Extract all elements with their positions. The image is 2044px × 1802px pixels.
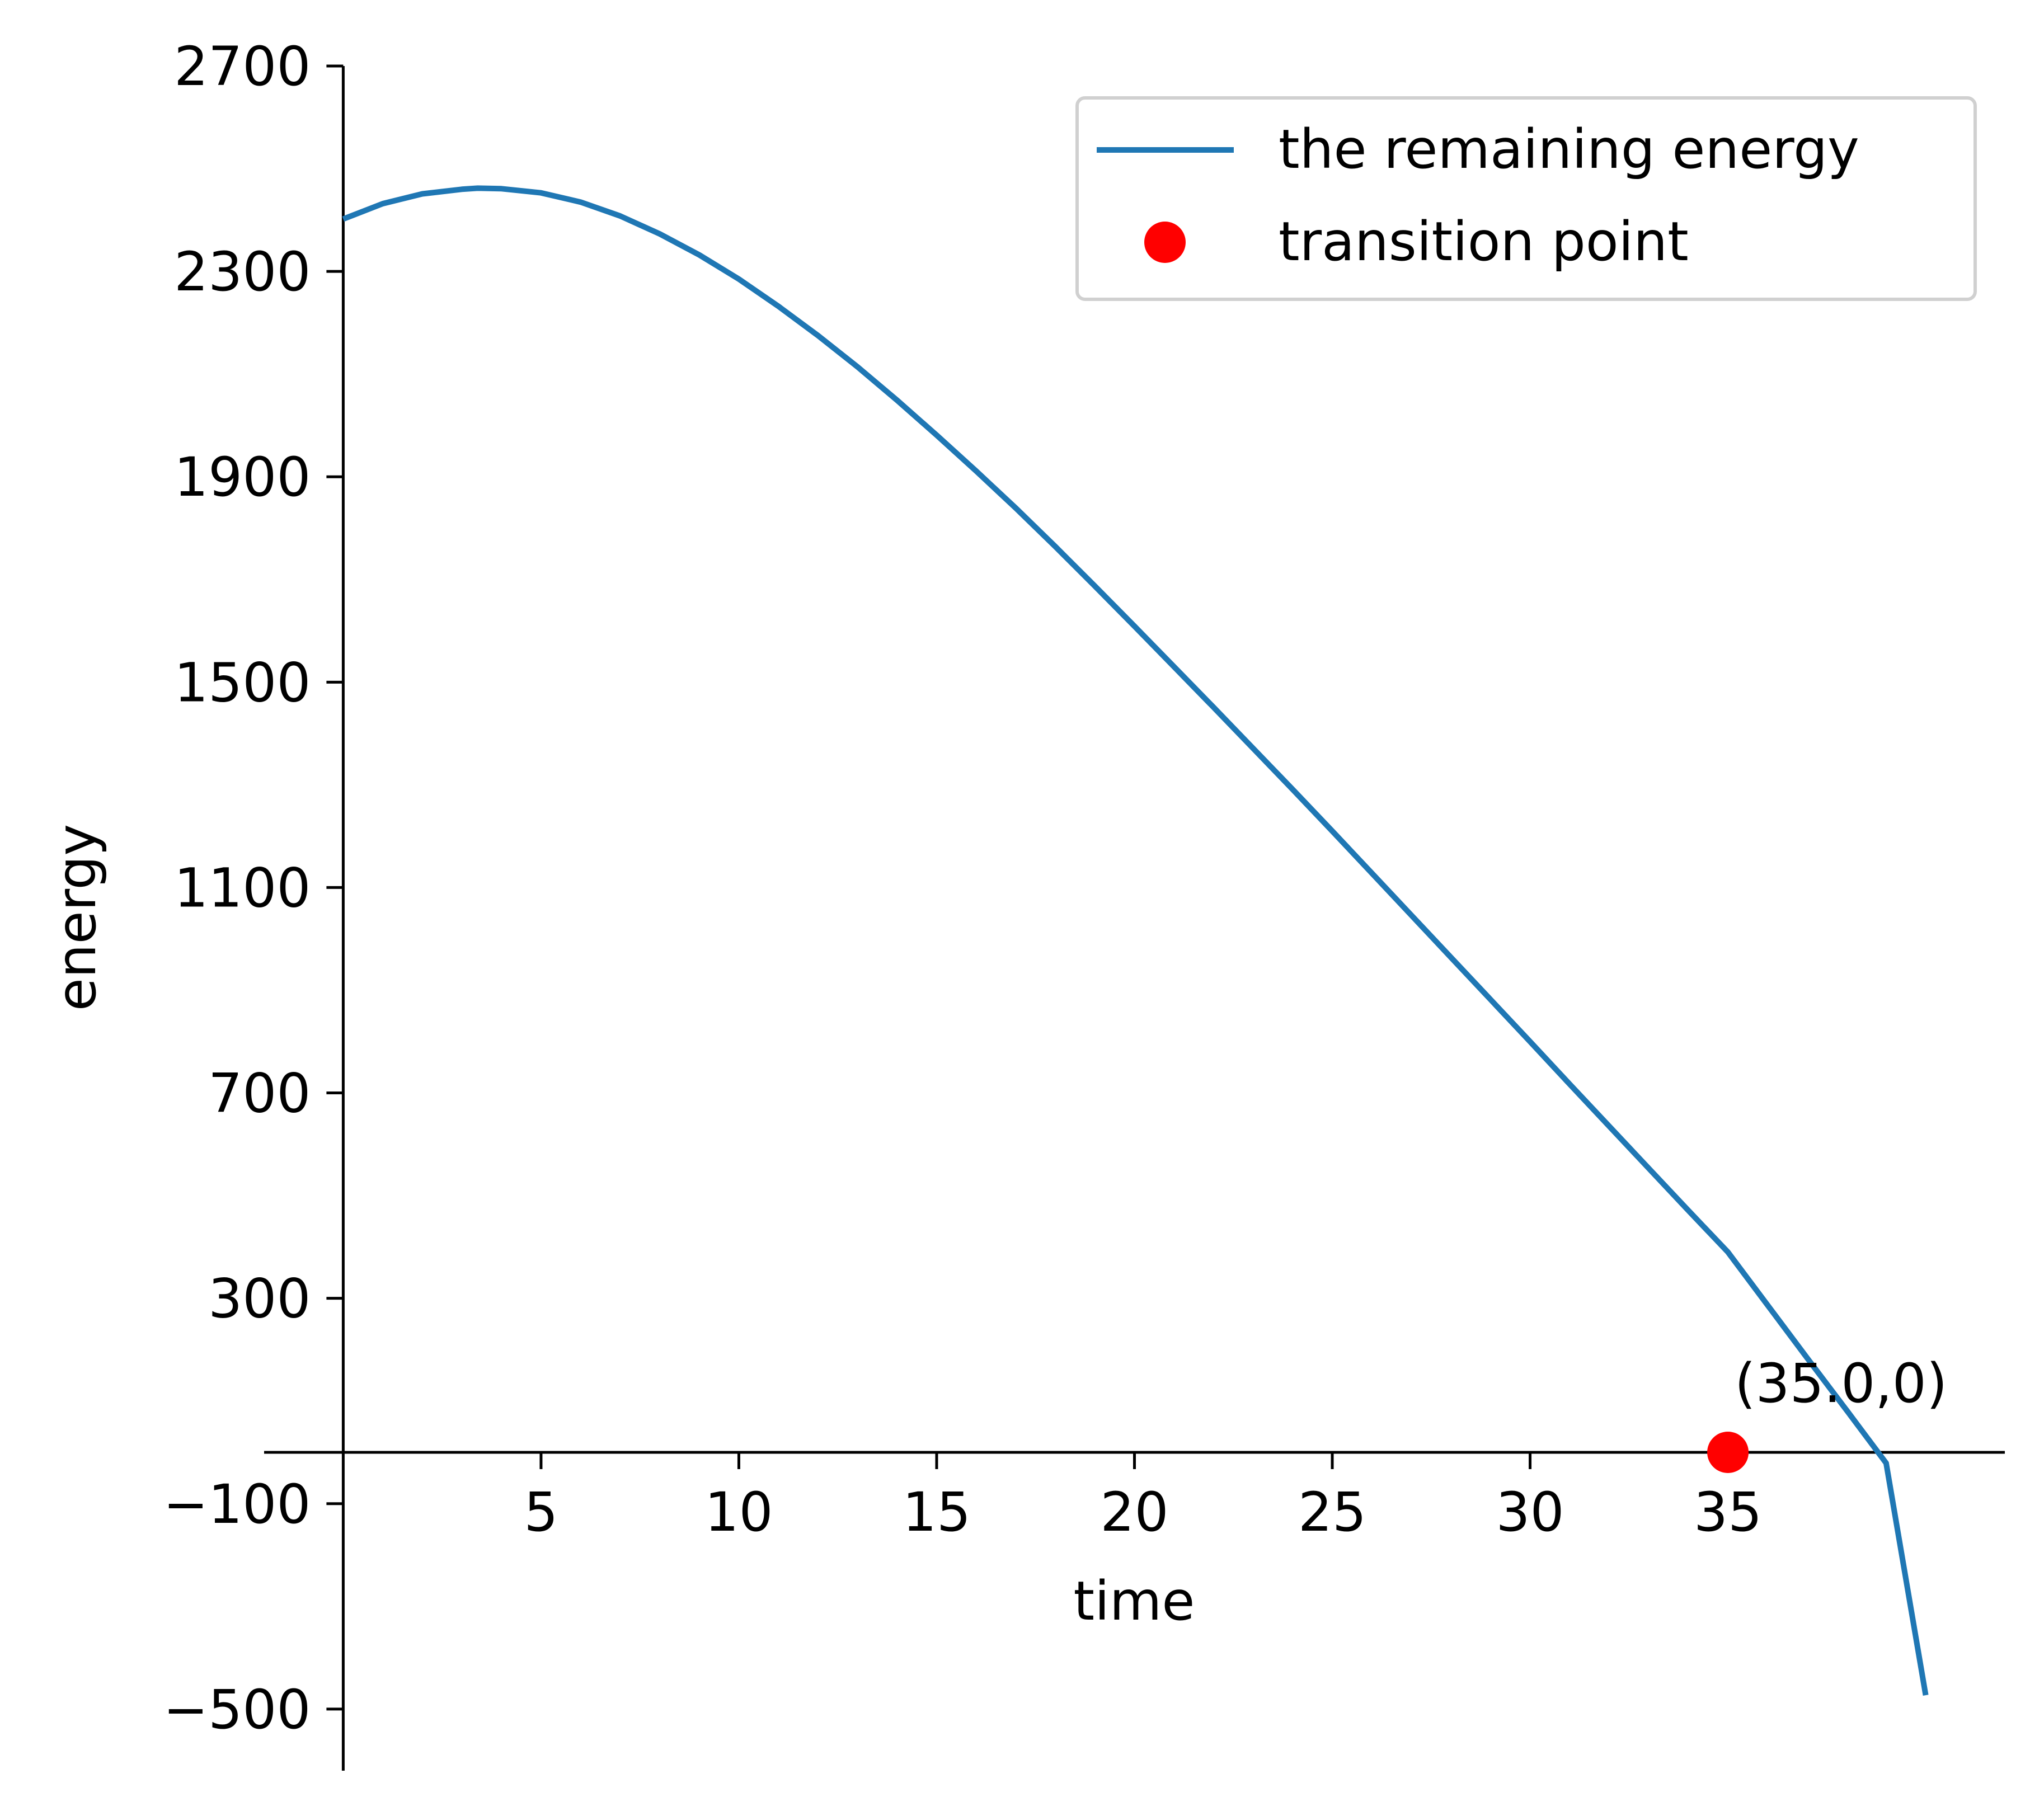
- x-tick-label: 35: [1694, 1481, 1762, 1544]
- series-line-remaining-energy: [342, 185, 1929, 1696]
- y-tick-label: 2300: [174, 241, 311, 303]
- x-tick-label: 10: [704, 1481, 773, 1544]
- annotations: (35.0,0): [1735, 1352, 1947, 1415]
- y-tick-label: 1100: [174, 857, 311, 919]
- legend-label-line: the remaining energy: [1279, 118, 1859, 181]
- y-tick-label: 300: [208, 1268, 311, 1330]
- y-axis-label: energy: [45, 824, 108, 1011]
- x-axis-label: time: [1074, 1570, 1195, 1632]
- x-tick-label: 15: [903, 1481, 971, 1544]
- legend-marker-swatch: [1144, 222, 1186, 263]
- y-tick-label: 1500: [174, 651, 311, 714]
- transition-point-annotation: (35.0,0): [1735, 1352, 1947, 1415]
- legend-frame: [1075, 96, 1977, 301]
- y-tick-label: 2700: [174, 35, 311, 98]
- y-tick-label: 1900: [174, 446, 311, 509]
- x-tick-label: 20: [1100, 1481, 1168, 1544]
- x-tick-label: 30: [1496, 1481, 1564, 1544]
- legend: the remaining energy transition point: [1075, 96, 1977, 301]
- y-tick-label: −500: [163, 1678, 311, 1741]
- x-tick-label: 25: [1298, 1481, 1366, 1544]
- series-layer: [342, 185, 1929, 1696]
- legend-label-marker: transition point: [1279, 210, 1689, 273]
- tick-labels: 5 10 15 20 25 30 35 2700 2300 1900 1500 1100 700 300 −…: [163, 35, 1762, 1741]
- transition-point-marker: [1707, 1431, 1749, 1473]
- y-tick-label: 700: [208, 1062, 311, 1125]
- y-tick-label: −100: [163, 1473, 311, 1536]
- x-tick-label: 5: [524, 1481, 558, 1544]
